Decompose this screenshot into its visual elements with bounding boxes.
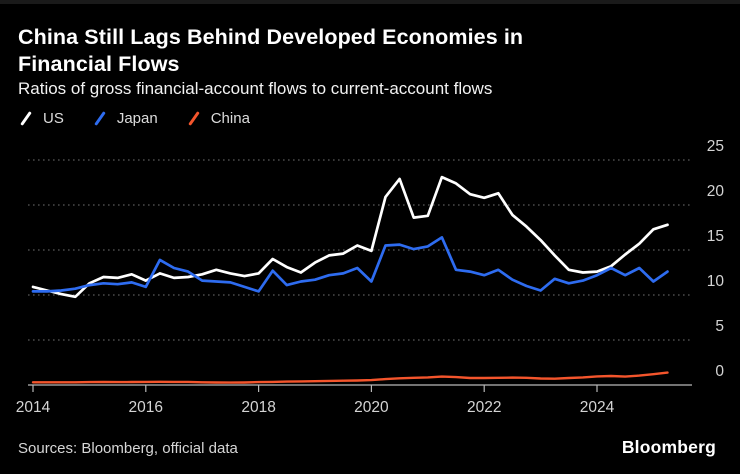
y-axis-label-20: 20 [707,183,725,200]
legend: US Japan China [18,108,250,128]
y-axis-label-25: 25 [707,138,724,155]
x-axis-label-2024: 2024 [580,399,615,416]
x-axis-label-2020: 2020 [354,399,389,416]
chart-subtitle: Ratios of gross financial-account flows … [18,79,493,98]
y-axis-label-5: 5 [715,318,724,335]
legend-label-japan: Japan [116,109,158,127]
x-axis-label-2018: 2018 [241,399,275,416]
x-axis-label-2022: 2022 [467,399,501,416]
y-axis-label-0: 0 [715,363,724,380]
japan-line [31,236,669,293]
legend-label-us: US [43,109,64,127]
legend-label-china: China [210,109,250,127]
bloomberg-logo: Bloomberg [621,437,716,457]
y-axis-label-10: 10 [707,273,725,290]
china-line [31,371,669,384]
legend-item-japan: Japan [92,110,158,127]
legend-item-us: US [18,110,64,127]
top-edge [0,0,740,4]
x-axis-label-2016: 2016 [129,399,163,416]
legend-item-china: China [186,110,250,127]
us-line [31,175,669,299]
chart-title: China Still Lags Behind Developed Econom… [18,25,524,76]
source-note: Sources: Bloomberg, official data [18,440,238,457]
x-axis-label-2014: 2014 [16,399,51,416]
y-axis-label-15: 15 [707,228,724,245]
